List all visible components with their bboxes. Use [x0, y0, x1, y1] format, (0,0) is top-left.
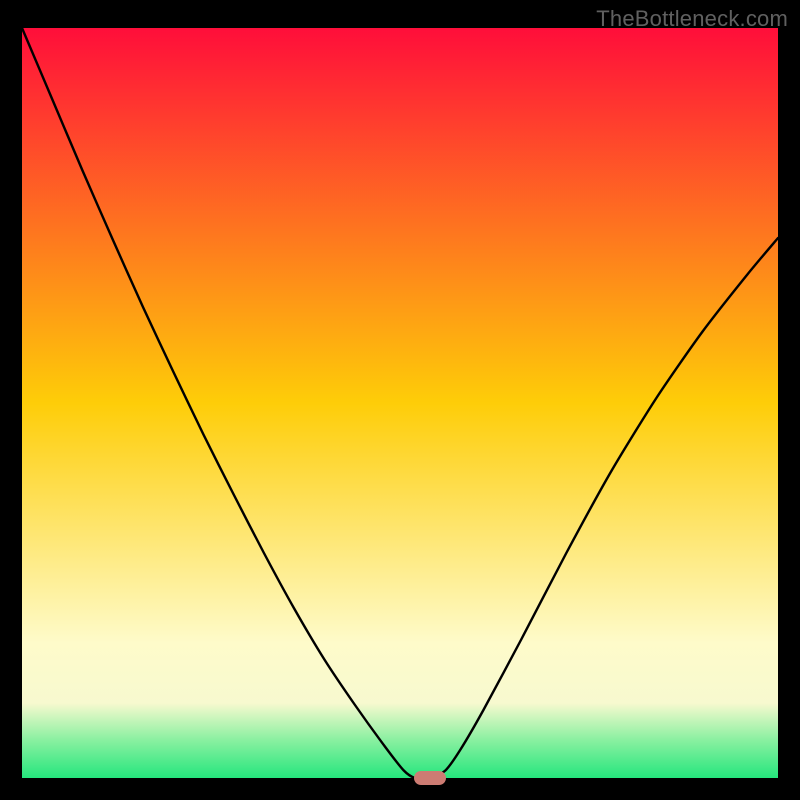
chart-root: TheBottleneck.com: [0, 0, 800, 800]
bottleneck-curve: [22, 28, 778, 779]
curve-svg: [22, 28, 778, 778]
plot-area: [22, 28, 778, 778]
min-marker: [414, 771, 446, 785]
